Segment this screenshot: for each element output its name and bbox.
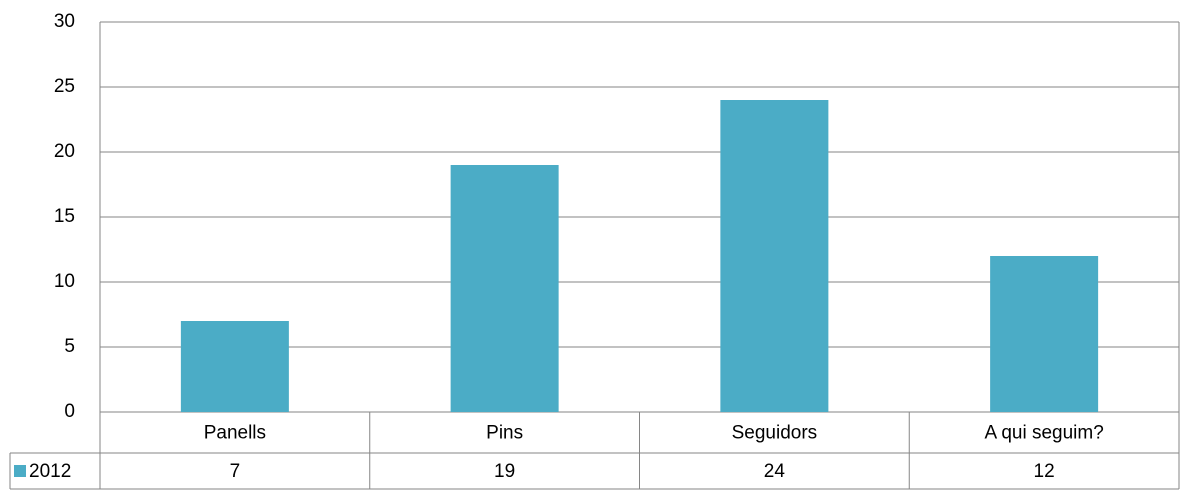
bar xyxy=(180,321,289,412)
table-value: 12 xyxy=(1034,461,1055,482)
bar xyxy=(450,165,559,412)
bar xyxy=(720,100,829,412)
y-tick-label: 15 xyxy=(54,206,75,227)
y-tick-label: 5 xyxy=(64,336,75,357)
legend-label: 2012 xyxy=(29,461,71,482)
x-tick-label: A qui seguim? xyxy=(984,423,1103,444)
y-tick-label: 30 xyxy=(54,11,75,32)
y-tick-label: 25 xyxy=(54,76,75,97)
y-tick-label: 10 xyxy=(54,271,75,292)
bar xyxy=(990,256,1099,412)
table-value: 19 xyxy=(494,461,515,482)
y-tick-label: 20 xyxy=(54,141,75,162)
table-value: 7 xyxy=(230,461,241,482)
x-tick-label: Panells xyxy=(204,423,266,444)
legend-swatch xyxy=(14,465,26,477)
x-tick-label: Seguidors xyxy=(732,423,818,444)
x-tick-label: Pins xyxy=(486,423,523,444)
y-tick-label: 0 xyxy=(64,401,75,422)
table-value: 24 xyxy=(764,461,786,482)
